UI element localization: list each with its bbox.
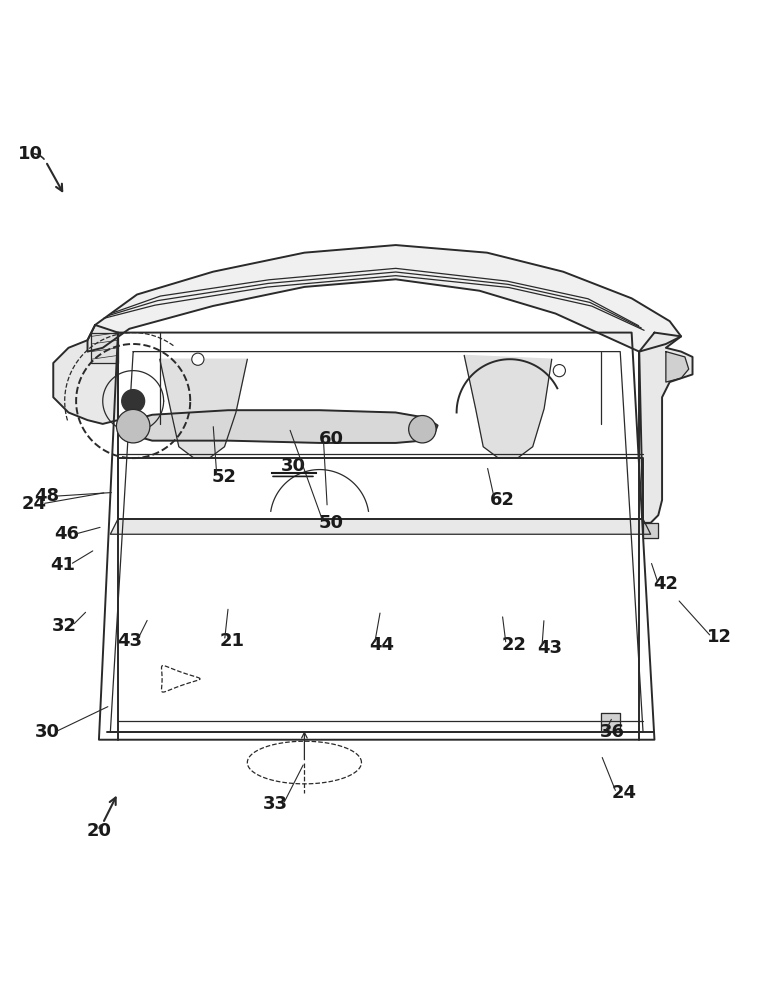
Polygon shape [110,519,651,534]
Text: 21: 21 [220,632,244,650]
Text: 32: 32 [53,617,77,635]
Text: 60: 60 [319,430,343,448]
Circle shape [122,390,145,412]
Text: 10: 10 [18,145,43,163]
Polygon shape [53,325,118,424]
Polygon shape [666,352,689,382]
Text: 30: 30 [35,723,59,741]
Text: 24: 24 [22,495,46,513]
Polygon shape [639,333,693,523]
Text: 48: 48 [34,487,60,505]
Polygon shape [160,359,247,458]
Text: 30: 30 [281,457,305,475]
Polygon shape [126,410,438,443]
Text: 44: 44 [370,636,394,654]
Text: 22: 22 [501,636,526,654]
Polygon shape [88,245,681,352]
Text: 52: 52 [212,468,237,486]
Polygon shape [464,355,552,458]
Text: 20: 20 [87,822,111,840]
Polygon shape [91,333,118,363]
Text: 36: 36 [600,723,625,741]
Text: 62: 62 [490,491,514,509]
Circle shape [192,353,204,365]
Text: 42: 42 [654,575,678,593]
Circle shape [553,365,565,377]
Text: 43: 43 [537,639,562,657]
Text: 46: 46 [55,525,79,543]
Text: 12: 12 [707,628,731,646]
Circle shape [116,409,150,443]
Circle shape [409,416,436,443]
Text: 43: 43 [117,632,142,650]
Polygon shape [643,523,658,538]
Polygon shape [118,458,643,519]
Text: 33: 33 [263,795,288,813]
Text: 41: 41 [50,556,75,574]
Polygon shape [601,713,620,732]
Text: 24: 24 [612,784,636,802]
Polygon shape [99,333,654,740]
Text: 50: 50 [319,514,343,532]
